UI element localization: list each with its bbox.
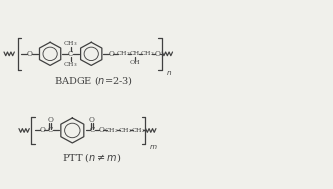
Text: O: O: [155, 50, 161, 58]
Text: O: O: [98, 126, 104, 134]
Text: O: O: [39, 126, 45, 134]
Text: $n$: $n$: [166, 69, 172, 77]
Text: $m$: $m$: [149, 143, 158, 151]
Text: CH$_3$: CH$_3$: [63, 39, 78, 48]
Text: C: C: [48, 126, 54, 134]
Text: PTT ($n\neq m$): PTT ($n\neq m$): [62, 151, 121, 163]
Text: CH: CH: [130, 51, 140, 56]
Text: BADGE ($n$=2-3): BADGE ($n$=2-3): [54, 74, 133, 87]
Text: O: O: [47, 116, 53, 124]
Text: OH: OH: [130, 60, 140, 65]
Text: O: O: [89, 116, 95, 124]
Text: CH$_2$: CH$_2$: [116, 49, 131, 58]
Text: O: O: [108, 50, 114, 58]
Text: O: O: [27, 50, 33, 58]
Text: CH$_3$: CH$_3$: [63, 60, 78, 69]
Text: C: C: [68, 50, 73, 58]
Text: CH$_2$: CH$_2$: [118, 126, 132, 135]
Text: CH$_2$: CH$_2$: [131, 126, 146, 135]
Text: CH$_2$: CH$_2$: [105, 126, 119, 135]
Text: CH$_2$: CH$_2$: [140, 49, 154, 58]
Text: C: C: [90, 126, 95, 134]
